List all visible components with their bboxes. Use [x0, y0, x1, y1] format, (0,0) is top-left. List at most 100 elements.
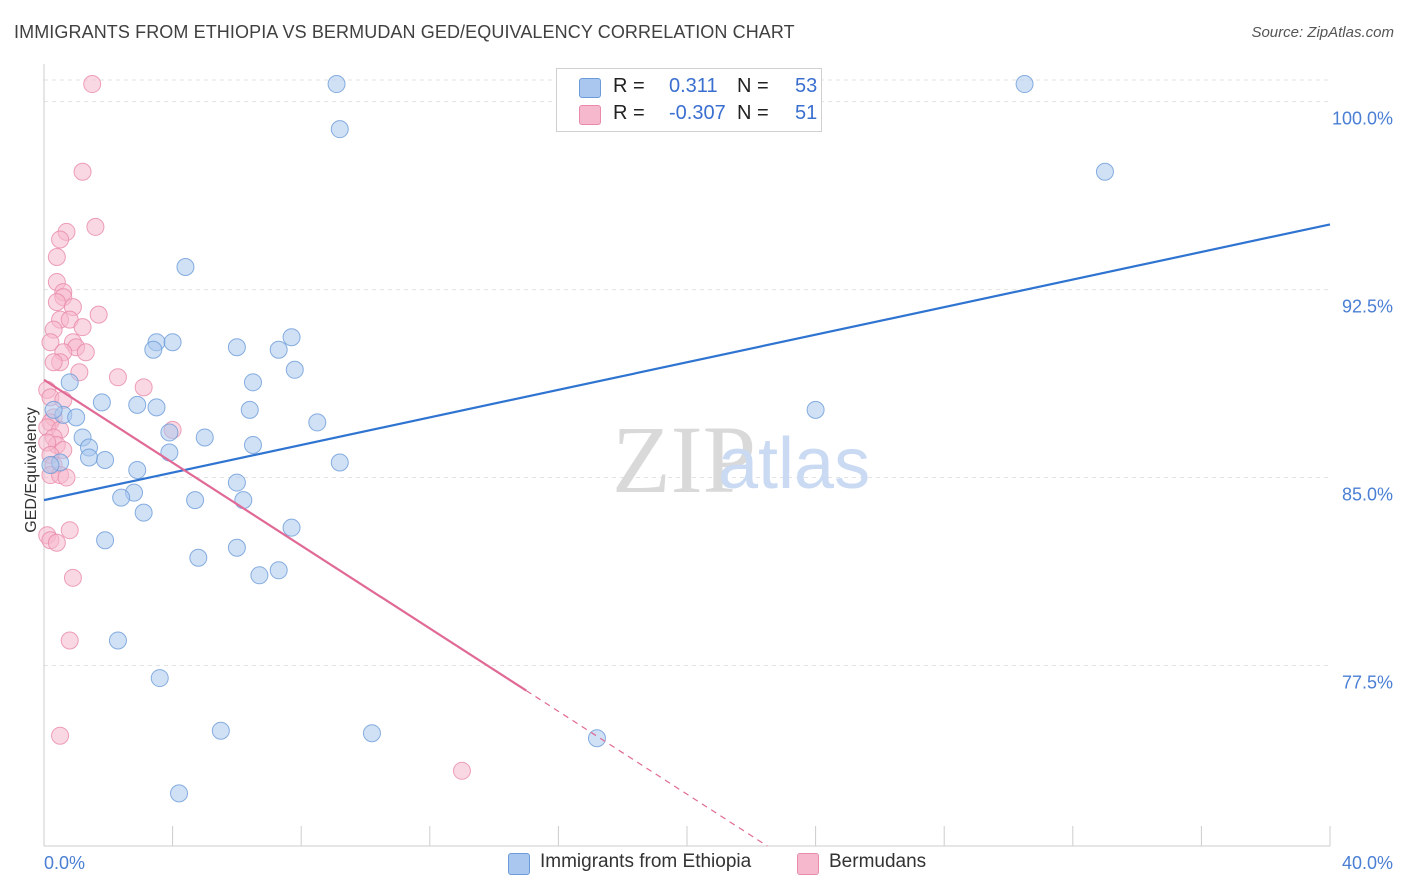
- ethiopia-point: [170, 784, 189, 803]
- ethiopia-point: [243, 373, 262, 392]
- ethiopia-point: [186, 491, 205, 510]
- tick-labels: 77.5% 85.0% 92.5% 100.0% 0.0% 40.0%: [44, 109, 1393, 873]
- ethiopia-point: [308, 413, 327, 432]
- ethiopia-point: [211, 721, 230, 740]
- bermudans-point: [108, 368, 127, 387]
- bermudans-point: [452, 761, 471, 780]
- ethiopia-point: [96, 531, 115, 550]
- source-label: Source: ZipAtlas.com: [1251, 24, 1394, 41]
- ethiopia-point: [160, 423, 179, 442]
- x-tick-label-min: 0.0%: [44, 853, 85, 873]
- ethiopia-point: [96, 451, 115, 470]
- ethiopia-point: [282, 518, 301, 537]
- legend-r-value: 0.311: [669, 75, 718, 97]
- bermudans-point: [47, 533, 66, 552]
- ethiopia-point: [44, 400, 63, 419]
- series-bermudans: [38, 75, 471, 780]
- ethiopia-point: [330, 120, 349, 139]
- ethiopia-point: [67, 408, 86, 427]
- bermudans-point: [60, 631, 79, 650]
- ethiopia-point: [112, 488, 131, 507]
- ethiopia-point: [227, 473, 246, 492]
- bermudans-point: [47, 293, 66, 312]
- bermudans-point: [51, 726, 70, 745]
- legend-n-value: 51: [795, 102, 818, 124]
- ethiopia-point: [285, 360, 304, 379]
- bermudans-point: [60, 521, 79, 540]
- legend-swatch-pink: [579, 105, 601, 125]
- ethiopia-point: [128, 461, 147, 480]
- x-tick-label-max: 40.0%: [1342, 853, 1393, 873]
- bermudans-point: [47, 247, 66, 266]
- bottom-legend-label: Immigrants from Ethiopia: [540, 851, 752, 872]
- bottom-legend-swatch-pink: [797, 853, 819, 875]
- ethiopia-point: [144, 340, 163, 359]
- chart-title: IMMIGRANTS FROM ETHIOPIA VS BERMUDAN GED…: [14, 22, 795, 42]
- legend-n-label: N =: [737, 75, 769, 97]
- ethiopia-point: [128, 395, 147, 414]
- ethiopia-point: [806, 400, 825, 419]
- y-tick-label: 77.5%: [1342, 673, 1393, 693]
- legend-row-ethiopia: R = 0.311 N = 53: [579, 75, 819, 99]
- ethiopia-point: [1015, 75, 1034, 94]
- ethiopia-point: [282, 328, 301, 347]
- ethiopia-point: [269, 340, 288, 359]
- ethiopia-point: [269, 561, 288, 580]
- bottom-legend-swatch-blue: [508, 853, 530, 875]
- bermudans-trend-extension: [525, 690, 768, 847]
- ethiopia-point: [227, 538, 246, 557]
- ethiopia-point: [362, 724, 381, 743]
- series-ethiopia: [41, 75, 1114, 803]
- bermudans-point: [57, 468, 76, 487]
- bottom-legend-label: Bermudans: [829, 851, 927, 872]
- ethiopia-point: [250, 566, 269, 585]
- trend-lines: [43, 223, 1331, 847]
- bermudans-point: [63, 568, 82, 587]
- ethiopia-point: [189, 548, 208, 567]
- ethiopia-point: [243, 435, 262, 454]
- ethiopia-point: [147, 398, 166, 417]
- ethiopia-point: [41, 456, 60, 475]
- ethiopia-point: [330, 453, 349, 472]
- ethiopia-point: [108, 631, 127, 650]
- bermudans-point: [73, 162, 92, 181]
- ethiopia-point: [92, 393, 111, 412]
- y-tick-label: 100.0%: [1332, 109, 1393, 129]
- ethiopia-point: [176, 258, 195, 277]
- ethiopia-point: [163, 333, 182, 352]
- ethiopia-point: [234, 491, 253, 510]
- ethiopia-point: [1095, 162, 1114, 181]
- ethiopia-point: [150, 669, 169, 688]
- legend-r-label: R =: [613, 102, 645, 124]
- bermudans-point: [134, 378, 153, 397]
- ethiopia-point: [80, 448, 99, 467]
- ethiopia-point: [327, 75, 346, 94]
- bermudans-point: [89, 305, 108, 324]
- legend-r-value: -0.307: [669, 102, 726, 124]
- y-tick-label: 92.5%: [1342, 297, 1393, 317]
- legend-row-bermudans: R = -0.307 N = 51: [579, 102, 819, 126]
- legend-n-label: N =: [737, 102, 769, 124]
- ethiopia-point: [134, 503, 153, 522]
- ethiopia-trend-line: [43, 223, 1331, 502]
- bermudans-point: [41, 333, 60, 352]
- ethiopia-point: [60, 373, 79, 392]
- legend-swatch-blue: [579, 78, 601, 98]
- bermudans-point: [51, 230, 70, 249]
- bermudans-point: [86, 217, 105, 236]
- y-axis-label: GED/Equivalency: [23, 407, 40, 532]
- gridlines: [44, 79, 1330, 667]
- stats-legend: R = 0.311 N = 53 R = -0.307 N = 51: [556, 68, 822, 132]
- watermark-zip: ZIP: [612, 406, 756, 513]
- ethiopia-point: [227, 338, 246, 357]
- watermark-atlas: atlas: [718, 424, 870, 504]
- ethiopia-point: [240, 400, 259, 419]
- bermudans-trend-line: [43, 378, 527, 692]
- ethiopia-point: [160, 443, 179, 462]
- bermudans-point: [83, 75, 102, 94]
- legend-r-label: R =: [613, 75, 645, 97]
- legend-n-value: 53: [795, 75, 818, 97]
- bermudans-point: [44, 353, 63, 372]
- bermudans-point: [73, 318, 92, 337]
